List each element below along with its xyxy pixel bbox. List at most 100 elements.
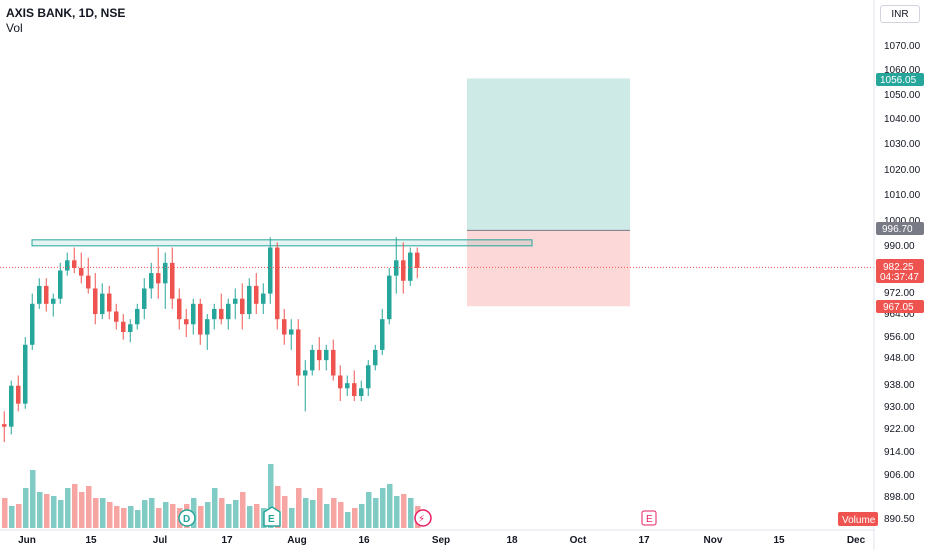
volume-bar: [30, 470, 36, 528]
candle: [65, 252, 70, 276]
price-tick: 990.00: [884, 241, 915, 252]
volume-bar: [9, 506, 15, 528]
volume-bar: [107, 502, 113, 528]
candle: [240, 283, 245, 330]
split-marker[interactable]: ⚡: [414, 509, 432, 527]
time-tick: 15: [85, 535, 97, 546]
position-tool[interactable]: [467, 78, 630, 307]
volume-bar: [296, 488, 302, 528]
time-tick: Jun: [18, 535, 36, 546]
svg-text:E: E: [646, 514, 653, 525]
candle: [359, 380, 364, 402]
candle: [226, 298, 231, 330]
price-tick: 890.50: [884, 514, 915, 525]
candle: [37, 278, 42, 309]
volume-bars: [2, 464, 421, 528]
price-tick: 1070.00: [884, 41, 921, 52]
volume-bar: [170, 504, 176, 528]
time-axis[interactable]: Jun 15 Jul 17 Aug 16 Sep 18 Oct 17 Nov 15 Dec: [18, 535, 865, 546]
volume-bar: [100, 498, 106, 528]
candle: [86, 257, 91, 294]
time-tick: 18: [506, 535, 518, 546]
time-tick: Nov: [704, 535, 723, 546]
volume-bar: [142, 500, 148, 528]
candle: [324, 344, 329, 371]
volume-bar: [289, 508, 295, 528]
candle: [121, 314, 126, 340]
volume-bar: [310, 500, 316, 528]
volume-bar: [233, 500, 239, 528]
stop-zone[interactable]: [467, 230, 630, 307]
price-axis[interactable]: 1070.00 1060.00 1050.00 1040.00 1030.00 1020.…: [884, 41, 921, 525]
candle: [317, 337, 322, 371]
volume-bar: [93, 498, 99, 528]
svg-text:967.05: 967.05: [883, 302, 914, 313]
candle: [16, 375, 21, 412]
volume-bar: [58, 500, 64, 528]
volume-bar: [219, 498, 225, 528]
candle: [72, 247, 77, 274]
volume-bar: [359, 504, 365, 528]
future-earnings-marker[interactable]: E: [641, 510, 657, 526]
candle: [149, 262, 154, 299]
volume-bar: [212, 488, 218, 528]
svg-text:E: E: [268, 514, 275, 525]
volume-bar: [373, 498, 379, 528]
svg-text:⚡: ⚡: [418, 514, 425, 525]
entry-price-tag: 996.70: [876, 222, 924, 235]
volume-bar: [44, 494, 50, 528]
candle: [9, 380, 14, 435]
candle: [205, 314, 210, 350]
candle: [331, 339, 336, 381]
candle: [184, 308, 189, 338]
svg-text:D: D: [183, 514, 190, 525]
volume-bar: [16, 504, 22, 528]
price-tick: 1060.00: [884, 65, 921, 76]
volume-bar: [317, 488, 323, 528]
volume-bar: [387, 484, 393, 528]
volume-indicator-label[interactable]: Vol: [6, 21, 23, 35]
currency-button[interactable]: INR: [880, 5, 920, 23]
volume-bar: [205, 502, 211, 528]
candle: [212, 303, 217, 330]
svg-text:982.25: 982.25: [883, 262, 914, 273]
price-tick: 922.00: [884, 424, 915, 435]
volume-bar: [79, 492, 85, 528]
volume-bar: [23, 488, 29, 528]
price-tick: 1030.00: [884, 139, 921, 150]
candle: [366, 360, 371, 396]
volume-bar: [331, 498, 337, 528]
target-zone[interactable]: [467, 78, 630, 231]
candle: [261, 283, 266, 315]
candle: [58, 262, 63, 304]
candle: [233, 288, 238, 320]
price-tick: 948.00: [884, 353, 915, 364]
dividend-marker[interactable]: D: [178, 509, 196, 527]
candle: [30, 293, 35, 350]
price-tick: 964.00: [884, 309, 915, 320]
candle: [191, 298, 196, 335]
price-tick: 1010.00: [884, 190, 921, 201]
volume-bar: [114, 506, 120, 528]
volume-bar: [254, 504, 260, 528]
chart-legend: AXIS BANK, 1D, NSE Vol: [6, 6, 125, 36]
volume-bar: [275, 486, 281, 528]
earnings-marker[interactable]: E: [263, 506, 281, 527]
time-tick: Jul: [153, 535, 168, 546]
resistance-rectangle[interactable]: [31, 239, 533, 247]
price-tick: 1020.00: [884, 165, 921, 176]
volume-bar: [72, 484, 78, 528]
symbol-title[interactable]: AXIS BANK, 1D, NSE: [6, 6, 126, 20]
candle: [100, 283, 105, 320]
candle: [387, 267, 392, 325]
price-tick: 1040.00: [884, 114, 921, 125]
svg-text:1056.05: 1056.05: [880, 75, 917, 86]
candle: [352, 370, 357, 402]
price-tick: 906.00: [884, 470, 915, 481]
candle: [289, 319, 294, 350]
svg-text:996.70: 996.70: [882, 224, 913, 235]
candle: [163, 252, 168, 309]
volume-bar: [2, 498, 8, 528]
candle: [128, 319, 133, 343]
